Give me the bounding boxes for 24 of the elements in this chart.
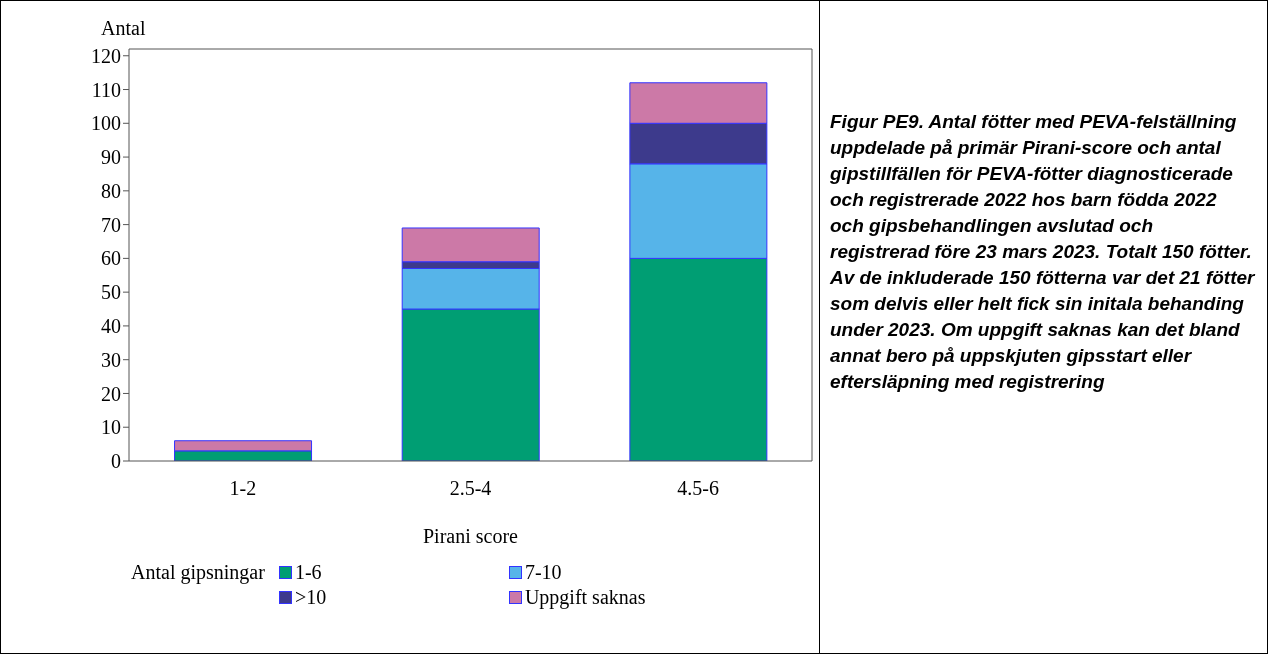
x-axis-title: Pirani score xyxy=(423,525,519,547)
y-tick-label: 60 xyxy=(101,247,121,270)
legend-label: >10 xyxy=(294,586,327,609)
legend-label: 7-10 xyxy=(524,561,562,584)
y-tick-label: 70 xyxy=(101,213,121,236)
x-tick-label: 4.5-6 xyxy=(677,477,719,500)
x-tick-label: 1-2 xyxy=(229,477,257,500)
y-tick-label: 50 xyxy=(101,281,121,304)
y-tick-label: 40 xyxy=(101,315,121,338)
legend-title: Antal gipsningar xyxy=(131,561,265,586)
text: Figur PE9. Antal fötter med PEVA-felställning uppdelade på primär Pirani-score och antal gipstillfällen för PEVA-fötter diagnosticerade och registrerade 2022 hos barn födda 2022 och gipsbehandlingen avslutad och registrerad före 23 mars 2023. Totalt 150 fötter. Av de inkluderade 150 fötterna var det 21 fötter som delvis eller helt fick sin initala behanding under 2023. Om uppgift saknas kan det bland annat bero på uppskjuten gipsstart eller eftersläpning med registrering xyxy=(830,111,1255,392)
y-tick-label: 110 xyxy=(91,78,121,101)
legend-label: 1-6 xyxy=(294,561,322,584)
y-tick-label: 120 xyxy=(91,44,121,67)
legend-label: Uppgift saknas xyxy=(524,586,646,609)
y-tick-label: 90 xyxy=(101,146,121,169)
y-tick-label: 10 xyxy=(101,416,121,439)
y-tick-label: 100 xyxy=(91,112,121,135)
x-tick-label: 2.5-4 xyxy=(449,477,492,500)
y-tick-label: 0 xyxy=(111,450,121,473)
y-axis-title: Antal xyxy=(101,17,146,40)
y-tick-label: 30 xyxy=(101,348,121,371)
y-tick-label: 20 xyxy=(101,382,121,405)
y-tick-label: 80 xyxy=(101,179,121,202)
